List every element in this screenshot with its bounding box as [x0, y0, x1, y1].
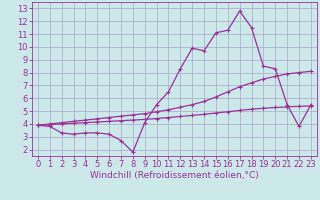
X-axis label: Windchill (Refroidissement éolien,°C): Windchill (Refroidissement éolien,°C): [90, 171, 259, 180]
